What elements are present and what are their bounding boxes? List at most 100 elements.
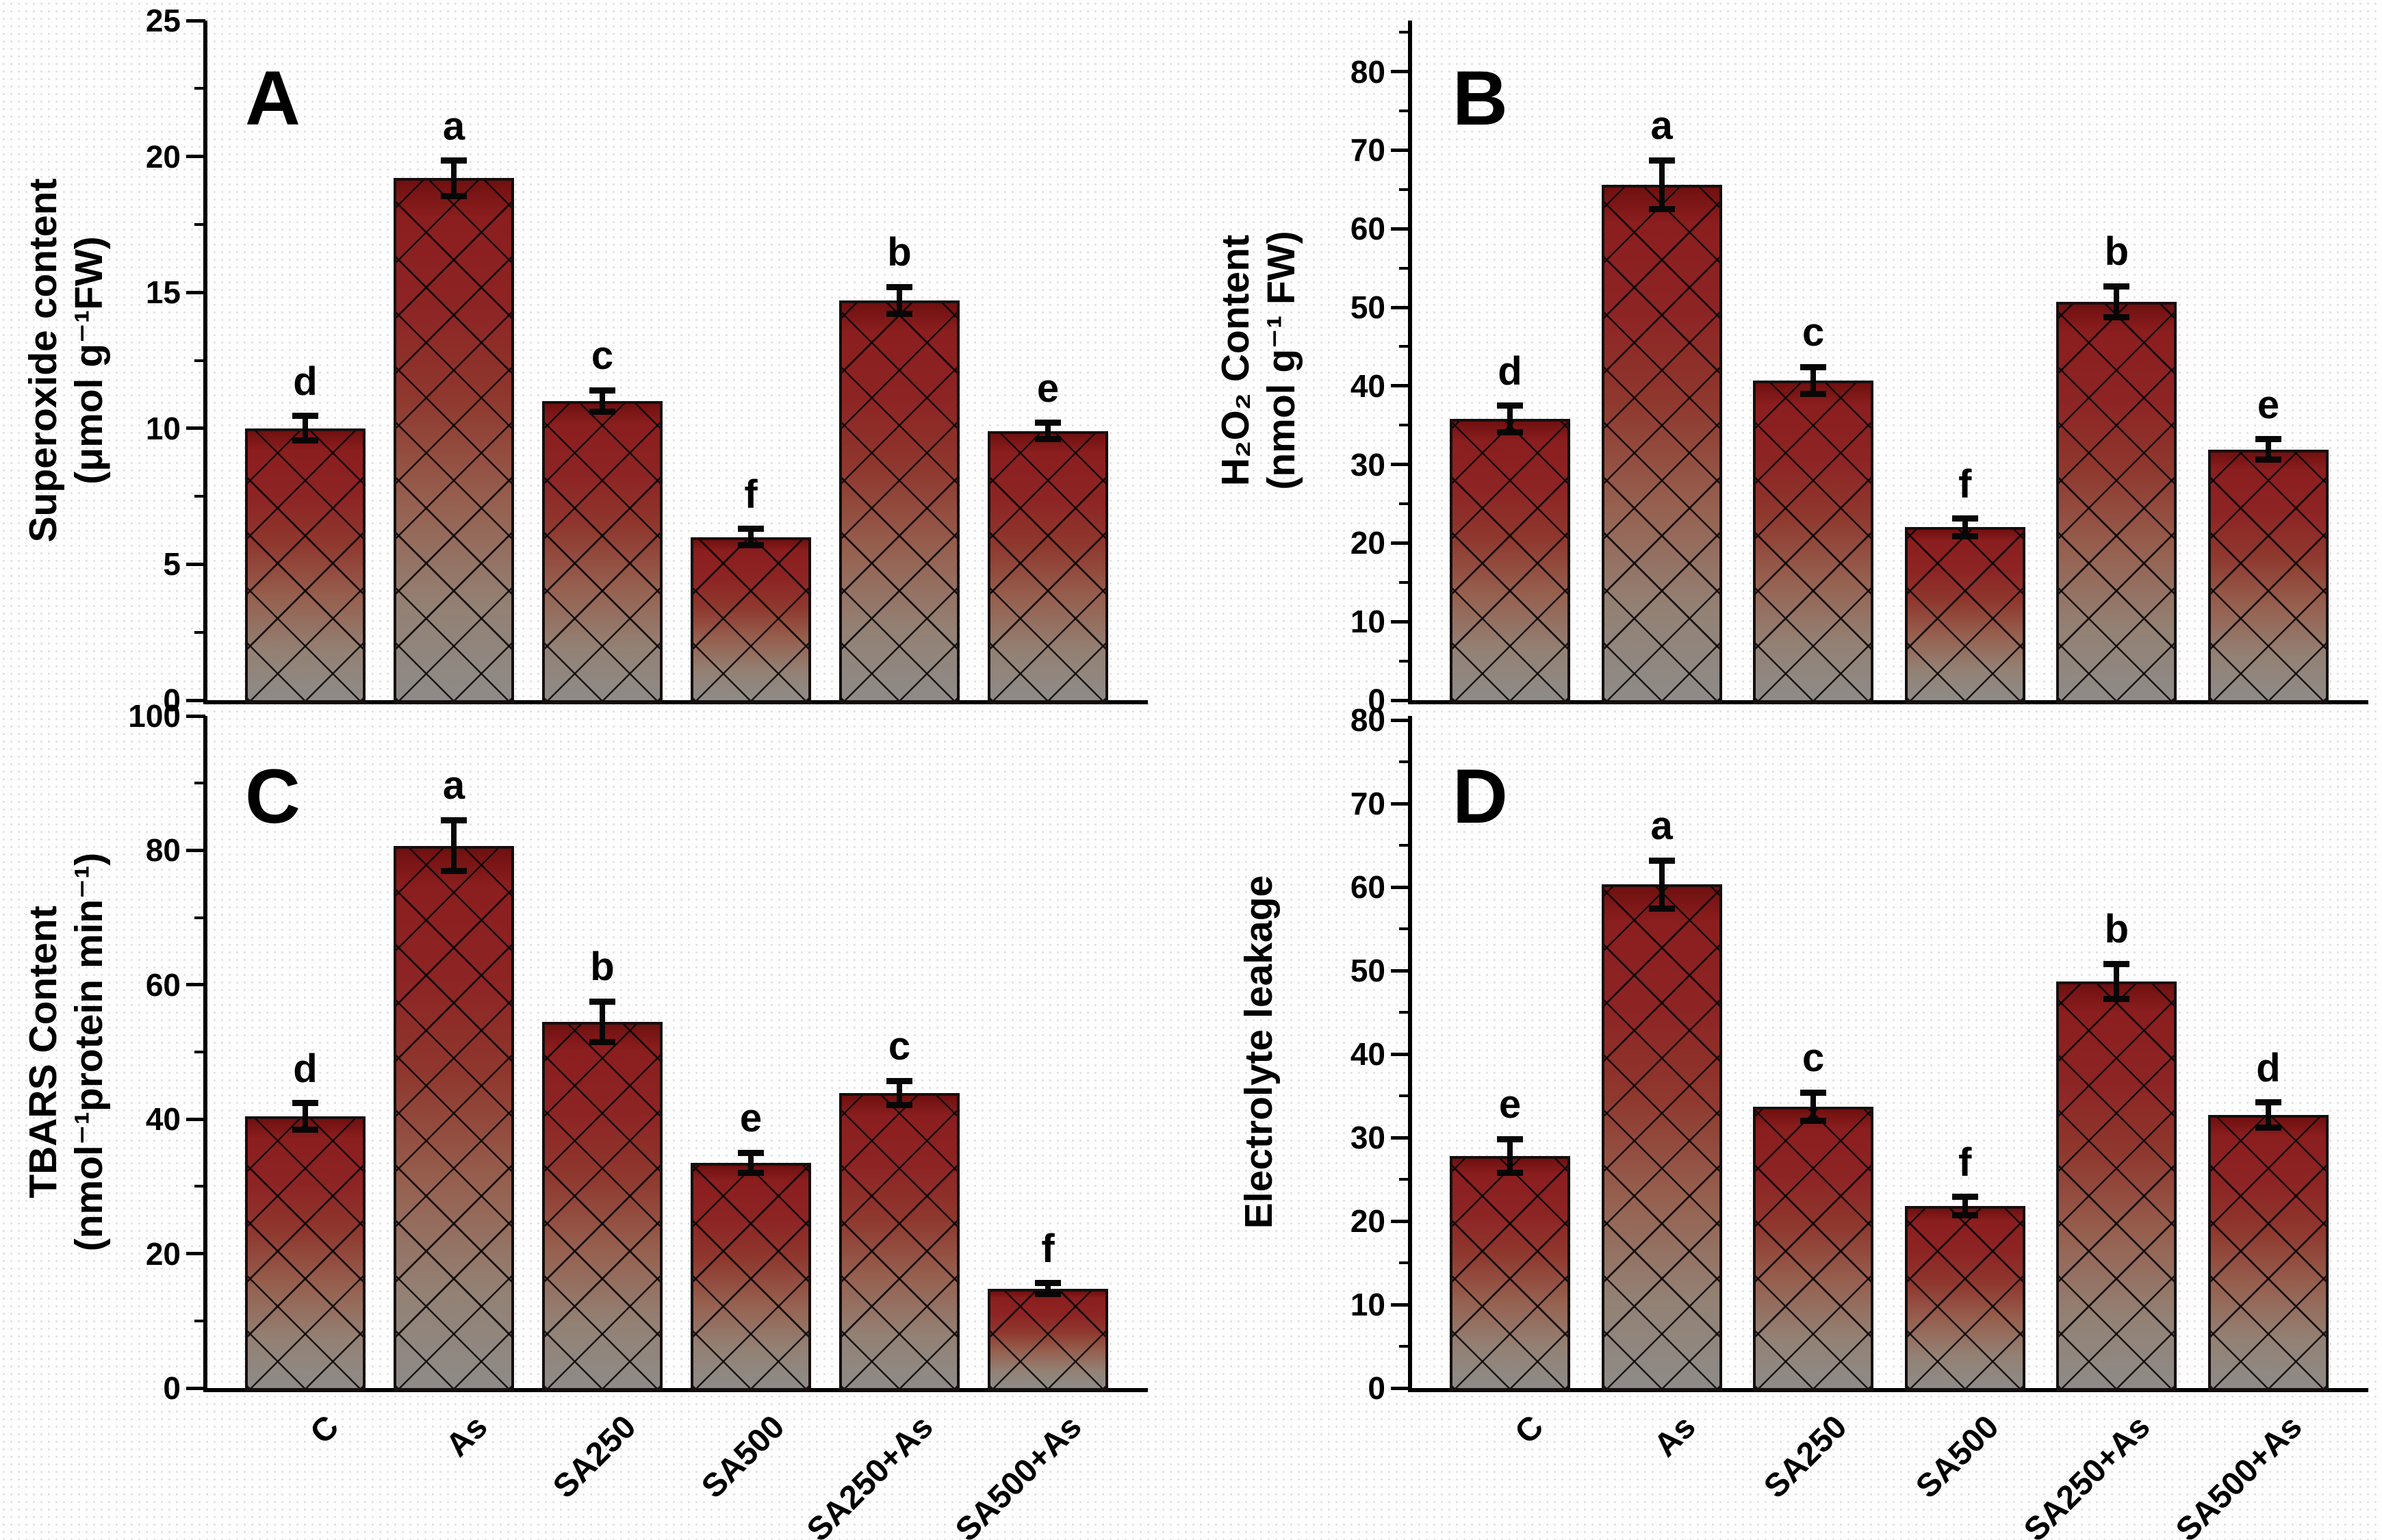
error-bar-cap-bottom — [2255, 457, 2281, 463]
bar-SA500+As — [2208, 449, 2329, 703]
y-tick — [1391, 384, 1410, 388]
bar-As — [394, 178, 514, 703]
x-axis-line — [203, 700, 1148, 704]
bar-SA500 — [1904, 1206, 2025, 1391]
y-minor-tick — [1399, 927, 1410, 931]
y-tick — [186, 426, 205, 431]
error-bar-cap-bottom — [1648, 906, 1675, 912]
y-tick-label: 5 — [163, 546, 181, 582]
y-minor-tick — [1399, 1345, 1410, 1348]
error-bar-cap-top — [589, 998, 615, 1005]
significance-letter: c — [888, 1024, 911, 1069]
y-minor-tick — [194, 1185, 205, 1188]
y-tick — [1391, 801, 1410, 806]
error-bar — [2114, 286, 2120, 318]
error-bar-cap-top — [2255, 1099, 2281, 1106]
significance-letter: f — [1041, 1226, 1055, 1271]
y-axis-title-line: Electrolyte leakage — [1237, 875, 1281, 1229]
y-tick-label: 60 — [1350, 211, 1385, 247]
bar-SA500 — [1904, 527, 2025, 703]
error-bar-cap-bottom — [2103, 314, 2130, 321]
error-bar — [303, 415, 308, 441]
y-tick — [1391, 1052, 1410, 1056]
error-bar-cap-top — [1497, 402, 1523, 409]
y-minor-tick — [1399, 110, 1410, 113]
error-bar — [1045, 1283, 1051, 1294]
y-tick — [186, 562, 205, 566]
significance-letter: c — [1802, 1036, 1825, 1081]
y-tick — [1391, 619, 1410, 624]
error-bar-cap-top — [441, 157, 467, 164]
y-tick — [1391, 885, 1410, 889]
significance-letter: a — [442, 763, 465, 808]
y-minor-tick — [1399, 31, 1410, 34]
y-minor-tick — [194, 495, 205, 498]
significance-letter: a — [1650, 103, 1673, 149]
error-bar-cap-bottom — [2103, 996, 2130, 1003]
error-bar-cap-bottom — [441, 868, 467, 875]
error-bar-cap-top — [1648, 157, 1675, 164]
bar-C — [245, 1116, 366, 1391]
y-tick-label: 30 — [1350, 1120, 1385, 1156]
error-bar — [2266, 439, 2271, 460]
bar-C — [1450, 419, 1570, 703]
error-bar-cap-bottom — [1035, 436, 1061, 443]
bar-As — [394, 845, 514, 1391]
error-bar-cap-top — [1035, 1280, 1061, 1287]
error-bar-cap-top — [2103, 960, 2130, 967]
error-bar-cap-bottom — [886, 311, 912, 318]
y-tick-label: 60 — [1350, 869, 1385, 906]
panel-letter: C — [245, 754, 300, 839]
error-bar-cap-top — [1951, 515, 1978, 522]
bar-As — [1601, 884, 1722, 1391]
error-bar — [303, 1103, 308, 1130]
y-tick-label: 100 — [128, 698, 181, 734]
error-bar-cap-top — [441, 817, 467, 823]
significance-letter: b — [2104, 229, 2129, 274]
y-tick — [1391, 1135, 1410, 1140]
y-tick — [1391, 70, 1410, 74]
y-tick — [1391, 1219, 1410, 1223]
error-bar-cap-bottom — [441, 192, 467, 199]
y-tick — [1391, 968, 1410, 973]
error-bar-cap-top — [1035, 420, 1061, 426]
y-minor-tick — [1399, 1178, 1410, 1181]
y-minor-tick — [1399, 502, 1410, 505]
bar-SA500+As — [2208, 1115, 2329, 1391]
bar-SA250 — [1753, 380, 1874, 703]
y-tick-label: 0 — [163, 682, 181, 718]
y-tick — [186, 18, 205, 23]
error-bar — [1659, 160, 1665, 209]
significance-letter: e — [1036, 365, 1060, 411]
y-tick-label: 10 — [1350, 1287, 1385, 1322]
error-bar-cap-top — [1800, 1089, 1827, 1096]
y-minor-tick — [194, 1319, 205, 1322]
y-axis-line — [203, 21, 207, 704]
y-minor-tick — [1399, 844, 1410, 847]
error-bar — [897, 1081, 902, 1105]
bar-SA250 — [542, 1021, 663, 1391]
error-bar — [1659, 860, 1665, 909]
error-bar — [1507, 405, 1513, 433]
error-bar — [2114, 964, 2120, 999]
error-bar — [748, 528, 754, 546]
error-bar-cap-top — [292, 413, 318, 420]
y-tick-label: 80 — [145, 832, 181, 869]
significance-letter: b — [887, 230, 912, 275]
error-bar — [1045, 422, 1051, 439]
bar-SA250+As — [839, 1092, 960, 1391]
error-bar-cap-top — [1800, 363, 1827, 370]
error-bar-cap-top — [1951, 1194, 1978, 1201]
y-minor-tick — [194, 782, 205, 785]
y-tick-label: 40 — [1350, 1036, 1385, 1073]
y-minor-tick — [194, 87, 205, 90]
error-bar-cap-bottom — [1035, 1291, 1061, 1298]
error-bar-cap-bottom — [589, 409, 615, 415]
error-bar — [600, 1001, 605, 1042]
y-tick-label: 70 — [1350, 786, 1385, 822]
y-tick — [186, 290, 205, 294]
error-bar-cap-bottom — [292, 437, 318, 444]
bar-SA250+As — [2056, 301, 2177, 703]
